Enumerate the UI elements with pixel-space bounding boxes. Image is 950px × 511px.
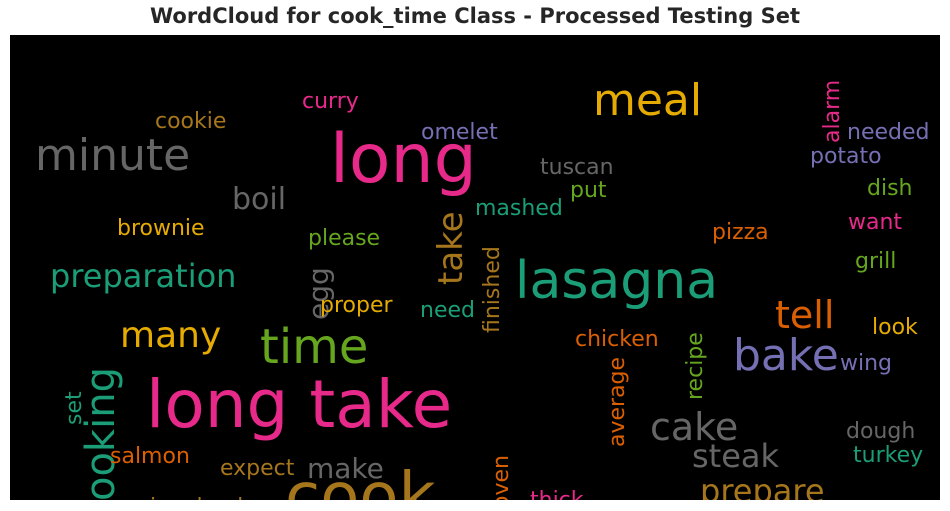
word-many: many bbox=[120, 315, 221, 356]
word-boil: boil bbox=[232, 182, 286, 217]
word-make: make bbox=[307, 452, 384, 485]
word-finished: finished bbox=[480, 246, 505, 333]
word-tell: tell bbox=[775, 293, 834, 337]
word-cooking: cooking bbox=[78, 367, 124, 500]
word-time: time bbox=[260, 319, 368, 375]
word-prepare: prepare bbox=[700, 472, 825, 500]
word-recipe: recipe bbox=[683, 332, 708, 400]
word-bake: bake bbox=[733, 330, 839, 381]
word-alarm: alarm bbox=[820, 80, 845, 143]
word-cookie: cookie bbox=[155, 109, 226, 134]
word-needed: needed bbox=[847, 120, 929, 145]
word-curry: curry bbox=[302, 89, 359, 114]
word-look: look bbox=[872, 315, 918, 340]
word-long-take: long take bbox=[146, 366, 452, 443]
word-cook: cook bbox=[285, 460, 436, 500]
word-please: please bbox=[308, 226, 380, 251]
word-cake: cake bbox=[650, 405, 738, 449]
word-expect: expect bbox=[220, 456, 295, 481]
word-dish: dish bbox=[867, 176, 912, 201]
word-tuscan: tuscan bbox=[540, 155, 614, 180]
word-involved: involved bbox=[150, 495, 243, 500]
word-meal: meal bbox=[593, 75, 702, 126]
wordcloud-words: long take long cook lasagna time minute meal ba… bbox=[35, 75, 929, 500]
word-grill: grill bbox=[855, 249, 896, 274]
word-steak: steak bbox=[692, 437, 780, 475]
word-dough: dough bbox=[846, 419, 915, 444]
word-long: long bbox=[330, 120, 477, 199]
word-oven: oven bbox=[489, 455, 514, 500]
wordcloud-canvas: long take long cook lasagna time minute meal ba… bbox=[10, 35, 940, 500]
word-need: need bbox=[420, 298, 475, 323]
word-potato: potato bbox=[810, 144, 882, 169]
chart-title: WordCloud for cook_time Class - Processe… bbox=[149, 4, 800, 28]
word-preparation: preparation bbox=[50, 257, 236, 295]
word-turkey: turkey bbox=[853, 443, 923, 468]
word-brownie: brownie bbox=[117, 216, 205, 241]
word-pizza: pizza bbox=[712, 220, 769, 245]
word-set: set bbox=[62, 391, 87, 425]
word-chicken: chicken bbox=[575, 327, 659, 352]
wordcloud-background bbox=[10, 35, 940, 500]
word-mashed: mashed bbox=[475, 196, 563, 221]
word-put: put bbox=[570, 178, 607, 203]
word-thick: thick bbox=[530, 488, 584, 500]
word-want: want bbox=[848, 210, 902, 235]
word-wing: wing bbox=[840, 351, 892, 376]
word-egg: egg bbox=[302, 267, 335, 320]
word-take: take bbox=[431, 211, 471, 285]
word-salmon: salmon bbox=[110, 444, 190, 469]
word-lasagna: lasagna bbox=[515, 251, 718, 311]
word-omelet: omelet bbox=[421, 120, 498, 145]
word-average: average bbox=[605, 357, 630, 447]
word-minute: minute bbox=[35, 130, 190, 181]
word-proper: proper bbox=[320, 293, 393, 318]
